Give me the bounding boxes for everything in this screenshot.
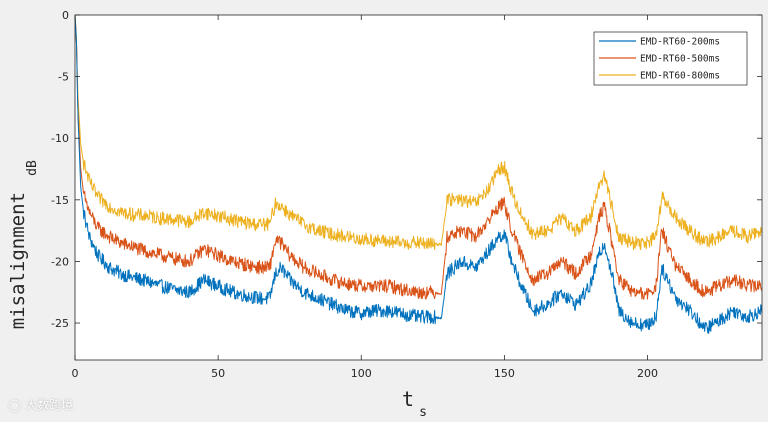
- y-axis-title: misalignment dB: [7, 160, 40, 329]
- legend-label-500ms: EMD-RT60-500ms: [640, 54, 720, 65]
- y-axis-label: misalignment: [7, 192, 29, 329]
- series-line-emd-rt60-800ms: [74, 14, 763, 251]
- legend-label-800ms: EMD-RT60-800ms: [640, 71, 720, 82]
- y-axis-label-subscript: dB: [25, 160, 40, 176]
- camera-logo-icon: ◯: [8, 398, 22, 412]
- x-axis-label-subscript: s: [419, 405, 427, 420]
- series-line-emd-rt60-200ms: [74, 14, 763, 334]
- x-tick-label: 200: [637, 367, 658, 380]
- x-tick-label: 150: [494, 367, 515, 380]
- series-layer: [74, 14, 763, 334]
- legend-label-200ms: EMD-RT60-200ms: [640, 37, 720, 48]
- series-line-emd-rt60-500ms: [74, 14, 763, 300]
- x-tick-label: 50: [211, 367, 225, 380]
- legend: EMD-RT60-200ms EMD-RT60-500ms EMD-RT60-8…: [593, 31, 748, 86]
- y-tick-label: -25: [51, 317, 69, 330]
- y-tick-label: -20: [51, 255, 69, 268]
- x-tick-label: 100: [351, 367, 372, 380]
- x-tick-label: 0: [72, 367, 79, 380]
- watermark-text: 大数跨境: [25, 398, 74, 412]
- watermark: ◯ 大数跨境: [8, 396, 73, 413]
- y-tick-label: -15: [51, 194, 69, 207]
- ticks-layer: 0 50 100 150 200 0 -5 -10 -15 -20 -25: [51, 9, 762, 380]
- y-tick-label: -10: [51, 132, 69, 145]
- y-tick-label: -5: [58, 71, 69, 84]
- x-axis-title: t s: [402, 387, 427, 420]
- plot-border: [74, 14, 763, 361]
- y-tick-label: 0: [62, 9, 69, 22]
- x-axis-label: t: [402, 387, 414, 411]
